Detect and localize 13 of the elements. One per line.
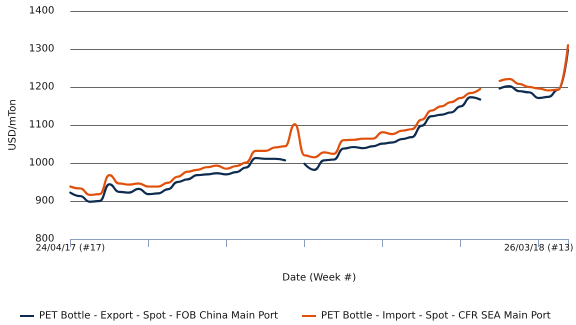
- y-tick-label: 900: [35, 196, 54, 206]
- legend-label: PET Bottle - Import - Spot - CFR SEA Main Port: [321, 310, 551, 322]
- x-tick-label: 26/03/18 (#13): [504, 244, 574, 254]
- y-axis-title: USD/mTon: [8, 99, 18, 151]
- y-tick-label: 1200: [28, 82, 54, 92]
- y-tick-label: 1400: [28, 6, 54, 16]
- y-tick-label: 1100: [28, 120, 54, 130]
- y-tick-label: 1000: [28, 158, 54, 168]
- y-tick-label: 1300: [28, 44, 54, 54]
- legend-label: PET Bottle - Export - Spot - FOB China Main Port: [39, 310, 278, 322]
- x-tick-label: 24/04/17 (#17): [36, 244, 106, 254]
- y-tick-label: 800: [35, 234, 54, 244]
- x-axis-title: Date (Week #): [282, 272, 356, 284]
